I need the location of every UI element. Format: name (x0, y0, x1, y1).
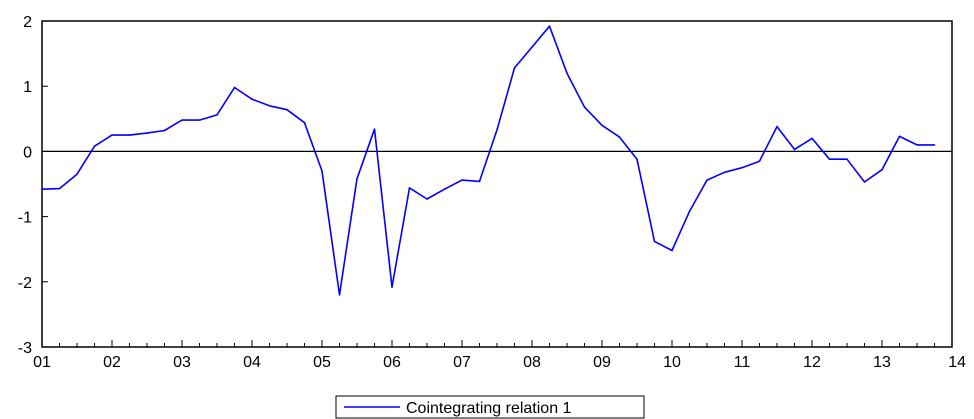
x-tick-label: 04 (243, 354, 261, 371)
data-point (898, 135, 901, 138)
data-point (216, 114, 218, 116)
data-point (286, 108, 288, 111)
x-tick-label: 09 (593, 354, 611, 371)
data-point (933, 144, 936, 146)
legend: Cointegrating relation 1 (335, 395, 645, 419)
data-point (881, 168, 883, 171)
data-point (828, 158, 831, 161)
plot-frame (41, 20, 953, 348)
y-axis: -3 -2 -1 0 1 2 (18, 14, 48, 357)
data-point (303, 121, 306, 124)
data-point (338, 294, 341, 296)
data-point (916, 144, 918, 146)
data-point (863, 181, 866, 183)
data-point (146, 132, 148, 134)
data-point (111, 134, 113, 136)
data-point (426, 198, 428, 200)
x-tick-label: 14 (948, 354, 966, 371)
data-point (41, 188, 43, 191)
legend-box (335, 395, 645, 419)
data-point (496, 129, 498, 131)
y-tick-label: 1 (23, 79, 32, 96)
x-tick-label: 13 (873, 354, 891, 371)
data-point (373, 128, 376, 131)
data-point (478, 180, 481, 183)
series-layer (41, 25, 936, 296)
x-tick-label: 05 (313, 354, 331, 371)
data-point (688, 210, 691, 213)
data-point (793, 148, 796, 151)
x-tick-label: 11 (734, 354, 751, 371)
data-point (531, 46, 533, 48)
data-point (233, 86, 236, 89)
data-point (58, 187, 61, 190)
data-point (93, 145, 96, 147)
x-tick-label: 08 (523, 354, 541, 371)
data-point (163, 129, 166, 132)
x-tick-label: 03 (173, 354, 191, 371)
data-point (741, 166, 743, 169)
data-point (601, 124, 603, 127)
data-point (811, 137, 813, 140)
data-point (566, 72, 568, 74)
data-point (671, 249, 673, 252)
x-tick-label: 02 (103, 354, 121, 371)
x-tick-label: 06 (383, 354, 401, 371)
data-point (548, 25, 551, 28)
data-point (583, 106, 586, 108)
data-point (408, 187, 411, 189)
y-tick-label: -1 (18, 210, 32, 227)
x-tick-label: 01 (33, 354, 51, 371)
data-point (321, 170, 323, 172)
legend-label: Cointegrating relation 1 (406, 400, 572, 417)
data-point (653, 240, 656, 243)
data-point (391, 286, 393, 288)
x-tick-label: 07 (453, 354, 471, 371)
data-point (356, 177, 358, 180)
data-point (181, 119, 183, 121)
series-line (41, 25, 935, 296)
x-tick-label: 10 (663, 354, 681, 371)
data-point (513, 67, 516, 69)
data-point (758, 160, 761, 162)
x-axis: 01 02 03 04 05 06 07 08 09 10 11 12 13 14 (33, 340, 966, 371)
data-point (846, 158, 848, 161)
data-point (443, 188, 446, 191)
data-point (198, 119, 201, 121)
data-point (268, 104, 271, 107)
data-point (461, 179, 463, 181)
y-tick-label: 0 (23, 144, 32, 161)
y-tick-label: 2 (23, 14, 32, 31)
x-tick-label: 12 (803, 354, 821, 371)
data-point (636, 158, 638, 161)
data-point (706, 179, 708, 181)
data-point (776, 125, 778, 128)
data-point (723, 171, 726, 174)
data-point (251, 98, 253, 101)
data-point (618, 136, 621, 138)
data-point (76, 173, 78, 176)
y-tick-label: -3 (18, 340, 32, 357)
y-tick-label: -2 (18, 275, 32, 292)
data-point (128, 134, 131, 136)
